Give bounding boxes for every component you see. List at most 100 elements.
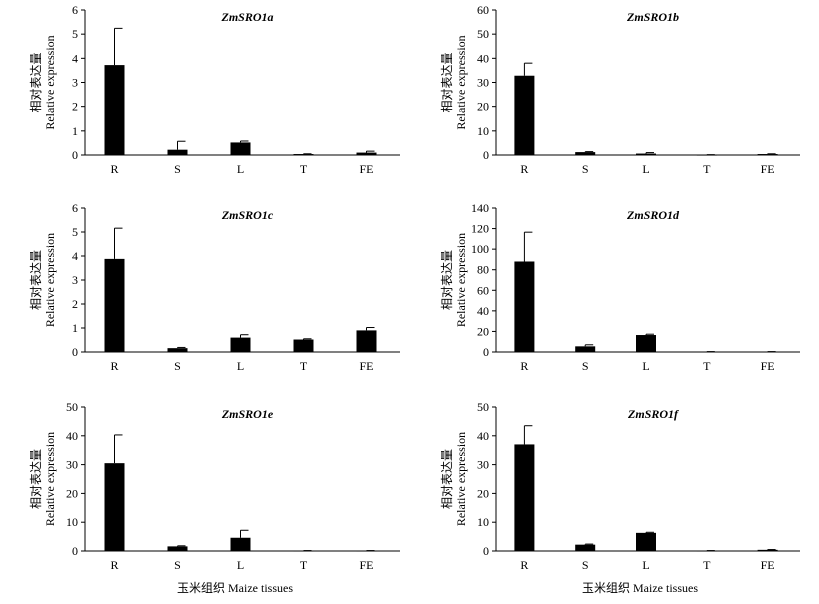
bar-FE <box>356 152 377 155</box>
bar-L <box>230 537 251 551</box>
y-tick-label: 10 <box>66 515 78 529</box>
x-tick-label: L <box>237 558 244 572</box>
bar-S <box>575 346 596 352</box>
chart-title: ZmSRO1b <box>626 10 679 24</box>
y-tick-label: 30 <box>477 76 489 90</box>
bar-R <box>514 261 535 352</box>
chart-panel-ZmSRO1b: 0 10 20 30 40 50 60 ZmSRO1b 相对表达量 Relative expres… <box>440 3 800 176</box>
y-axis-label-cn: 相对表达量 <box>29 250 43 310</box>
x-tick-label: T <box>703 359 711 373</box>
y-tick-label: 0 <box>72 544 78 558</box>
bar-S <box>575 544 596 551</box>
y-tick-label: 40 <box>477 51 489 65</box>
y-tick-label: 20 <box>477 486 489 500</box>
bar-S <box>575 152 596 155</box>
chart-title: ZmSRO1e <box>221 407 274 421</box>
y-axis-label-cn: 相对表达量 <box>29 52 43 112</box>
x-tick-label: FE <box>359 558 373 572</box>
x-tick-label: T <box>703 162 711 176</box>
x-tick-label: R <box>110 162 118 176</box>
bar-T <box>293 339 314 352</box>
chart-panel-ZmSRO1c: 0 1 2 3 4 5 6 ZmSRO1c 相对表达量 Relative expression R S… <box>29 201 400 373</box>
y-axis-label-en: Relative expression <box>454 432 468 526</box>
chart-panel-ZmSRO1e: 0 10 20 30 40 50 ZmSRO1e 相对表达量 Relative expressi… <box>29 400 400 572</box>
y-tick-label: 3 <box>72 273 78 287</box>
bar-L <box>636 335 656 352</box>
y-tick-label: 4 <box>72 249 78 263</box>
x-tick-label: S <box>174 558 181 572</box>
x-tick-label: S <box>582 558 589 572</box>
y-tick-label: 50 <box>477 27 489 41</box>
y-axis-label-en: Relative expression <box>43 233 57 327</box>
bar-R <box>514 75 535 155</box>
bar-T <box>696 154 717 156</box>
y-tick-label: 60 <box>477 283 489 297</box>
bar-FE <box>757 154 778 155</box>
y-tick-label: 1 <box>72 321 78 335</box>
y-tick-label: 120 <box>471 222 489 236</box>
y-tick-label: 0 <box>483 544 489 558</box>
bar-FE <box>356 550 377 552</box>
y-tick-label: 0 <box>483 148 489 162</box>
y-tick-label: 0 <box>483 345 489 359</box>
bar-T <box>293 550 314 552</box>
bar-L <box>230 142 251 155</box>
x-tick-label: L <box>237 162 244 176</box>
y-tick-label: 40 <box>477 429 489 443</box>
x-axis-label-left: 玉米组织 Maize tissues <box>177 581 293 595</box>
x-tick-label: S <box>174 359 181 373</box>
bar-L <box>636 153 656 155</box>
y-tick-label: 1 <box>72 124 78 138</box>
y-tick-label: 60 <box>477 3 489 17</box>
x-tick-label: L <box>642 558 649 572</box>
y-axis-label-cn: 相对表达量 <box>440 449 454 509</box>
x-tick-label: S <box>582 162 589 176</box>
y-tick-label: 30 <box>66 458 78 472</box>
chart-title: ZmSRO1d <box>626 208 680 222</box>
y-axis-label-en: Relative expression <box>43 432 57 526</box>
y-tick-label: 3 <box>72 76 78 90</box>
y-tick-label: 50 <box>66 400 78 414</box>
x-tick-label: L <box>642 162 649 176</box>
y-axis-label-en: Relative expression <box>43 35 57 129</box>
y-tick-label: 40 <box>66 429 78 443</box>
y-tick-label: 50 <box>477 400 489 414</box>
chart-panel-ZmSRO1f: 0 10 20 30 40 50 ZmSRO1f 相对表达量 Relative expressi… <box>440 400 800 572</box>
chart-title: ZmSRO1f <box>627 407 679 421</box>
bar-L <box>636 532 656 551</box>
y-tick-label: 10 <box>477 124 489 138</box>
y-tick-label: 80 <box>477 263 489 277</box>
bar-T <box>293 154 314 155</box>
bar-S <box>167 546 188 551</box>
x-tick-label: R <box>110 558 118 572</box>
bar-S <box>167 149 188 155</box>
x-tick-label: FE <box>359 162 373 176</box>
x-tick-label: R <box>520 162 528 176</box>
bar-T <box>696 351 717 353</box>
x-axis-label-right: 玉米组织 Maize tissues <box>582 581 698 595</box>
y-tick-label: 30 <box>477 458 489 472</box>
bar-S <box>167 348 188 352</box>
x-tick-label: T <box>703 558 711 572</box>
y-tick-label: 0 <box>72 345 78 359</box>
chart-panel-ZmSRO1a: 0 1 2 3 4 5 6 ZmSRO1a 相对表达量 Relative expression R S… <box>29 3 400 176</box>
y-axis-label-cn: 相对表达量 <box>440 52 454 112</box>
y-tick-label: 100 <box>471 242 489 256</box>
x-tick-label: R <box>110 359 118 373</box>
y-tick-label: 0 <box>72 148 78 162</box>
y-axis-label-cn: 相对表达量 <box>440 250 454 310</box>
x-tick-label: FE <box>359 359 373 373</box>
y-axis-label-en: Relative expression <box>454 233 468 327</box>
y-tick-label: 5 <box>72 225 78 239</box>
y-axis-label-en: Relative expression <box>454 35 468 129</box>
bar-R <box>514 444 535 551</box>
x-tick-label: S <box>582 359 589 373</box>
chart-title: ZmSRO1c <box>221 208 274 222</box>
y-axis-label-cn: 相对表达量 <box>29 449 43 509</box>
y-tick-label: 20 <box>477 100 489 114</box>
x-tick-label: L <box>642 359 649 373</box>
x-tick-label: S <box>174 162 181 176</box>
y-tick-label: 20 <box>477 324 489 338</box>
y-tick-label: 140 <box>471 201 489 215</box>
